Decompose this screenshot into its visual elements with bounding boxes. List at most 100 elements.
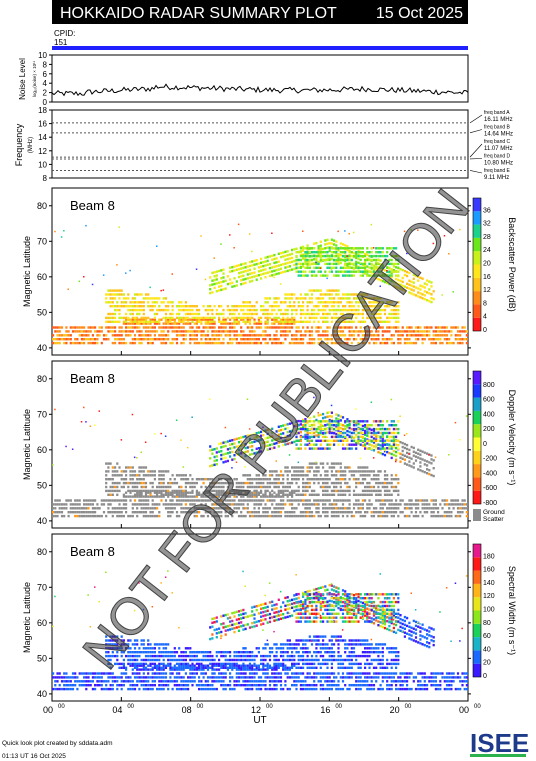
scatter-cell <box>352 334 356 337</box>
scatter-cell <box>295 443 298 446</box>
scatter-cell <box>454 334 457 337</box>
scatter-cell <box>262 268 265 272</box>
frequency-band-value: 11.07 MHz <box>484 146 513 152</box>
scatter-cell <box>346 338 349 341</box>
scatter-cell <box>109 462 112 465</box>
scatter-cell <box>206 316 210 320</box>
scatter-cell <box>379 301 382 304</box>
scatter-cell <box>379 285 381 287</box>
scatter-cell <box>339 266 342 269</box>
scatter-cell <box>153 474 156 477</box>
scatter-cell <box>213 481 216 485</box>
scatter-cell <box>158 495 161 498</box>
scatter-cell <box>302 424 305 427</box>
scatter-cell <box>213 341 216 345</box>
scatter-cell <box>215 511 218 514</box>
scatter-cell <box>133 485 137 489</box>
scatter-cell <box>171 322 174 325</box>
scatter-cell <box>78 514 81 518</box>
scatter-cell <box>359 474 362 477</box>
scatter-cell <box>430 454 433 457</box>
scatter-cell <box>116 493 119 496</box>
scatter-cell <box>222 338 225 341</box>
scatter-cell <box>375 511 378 514</box>
scatter-cell <box>324 320 327 323</box>
scatter-cell <box>246 318 249 321</box>
scatter-cell <box>304 420 306 422</box>
scatter-cell <box>423 463 426 466</box>
scatter-cell <box>386 281 389 285</box>
scatter-cell <box>198 491 201 494</box>
scatter-cell <box>366 338 369 341</box>
scatter-cell <box>136 308 139 312</box>
scatter-cell <box>122 651 125 654</box>
scatter-cell <box>191 318 194 321</box>
scatter-cell <box>344 470 347 473</box>
scatter-cell <box>118 289 121 292</box>
scatter-cell <box>277 503 280 506</box>
scatter-cell <box>291 252 294 256</box>
scatter-cell <box>273 320 276 323</box>
scatter-cell <box>421 499 424 502</box>
scatter-cell <box>317 425 320 429</box>
scatter-cell <box>131 322 134 325</box>
scatter-cell <box>337 435 340 439</box>
scatter-cell <box>317 251 320 254</box>
scatter-cell <box>279 470 283 473</box>
scatter-cell <box>368 470 371 473</box>
scatter-cell <box>237 334 241 337</box>
scatter-cell <box>246 499 249 502</box>
scatter-cell <box>136 320 139 323</box>
plot-date: 15 Oct 2025 <box>376 5 463 22</box>
scatter-cell <box>218 320 221 323</box>
scatter-cell <box>266 255 269 259</box>
scatter-cell <box>326 238 329 242</box>
scatter-cell <box>206 334 210 337</box>
scatter-cell <box>87 680 90 683</box>
scatter-cell <box>306 266 309 269</box>
scatter-cell <box>209 481 212 485</box>
scatter-cell <box>262 308 265 312</box>
scatter-cell <box>399 334 402 337</box>
scatter-cell <box>348 232 350 235</box>
scatter-cell <box>171 301 174 304</box>
scatter-cell <box>317 326 320 329</box>
scatter-cell <box>308 511 311 514</box>
scatter-cell <box>383 447 387 450</box>
scatter-cell <box>330 268 333 270</box>
scatter-cell <box>114 334 117 337</box>
scatter-cell <box>277 260 280 263</box>
lat-tick-label: 50 <box>37 653 47 663</box>
scatter-cell <box>291 318 294 321</box>
scatter-cell <box>209 491 212 494</box>
scatter-cell <box>441 334 444 337</box>
scatter-cell <box>105 680 108 683</box>
scatter-cell <box>366 493 369 496</box>
scatter-cell <box>140 334 143 337</box>
scatter-cell <box>417 275 420 278</box>
scatter-cell <box>251 275 254 279</box>
scatter-cell <box>231 322 234 325</box>
scatter-cell <box>246 320 249 323</box>
scatter-cell <box>315 330 318 333</box>
scatter-cell <box>164 322 168 325</box>
scatter-cell <box>273 485 276 489</box>
scatter-cell <box>264 272 267 275</box>
scatter-cell <box>255 278 258 281</box>
scatter-cell <box>178 485 181 489</box>
scatter-cell <box>397 266 400 269</box>
scatter-cell <box>288 320 291 323</box>
scatter-cell <box>244 322 247 325</box>
scatter-cell <box>328 289 331 292</box>
scatter-cell <box>240 444 243 447</box>
scatter-cell <box>324 493 327 496</box>
scatter-cell <box>392 507 395 510</box>
scatter-cell <box>282 341 285 345</box>
scatter-cell <box>375 258 378 262</box>
scatter-cell <box>78 330 81 333</box>
scatter-cell <box>156 320 159 323</box>
scatter-cell <box>388 511 391 514</box>
scatter-cell <box>330 270 333 273</box>
scatter-cell <box>218 338 221 341</box>
scatter-cell <box>74 514 77 518</box>
